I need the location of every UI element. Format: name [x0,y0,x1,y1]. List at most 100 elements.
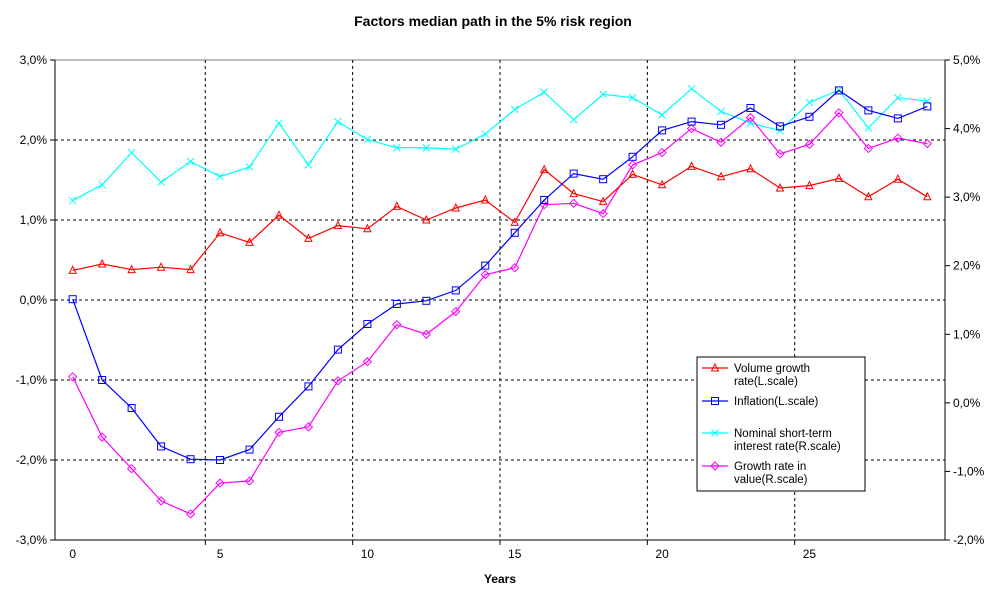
data-point [127,264,136,274]
data-point [363,135,372,144]
x-tick-label: 25 [803,547,817,561]
data-point [97,432,107,442]
right-y-tick-label: -2,0% [953,533,985,547]
data-point [746,104,755,112]
data-point [569,115,578,124]
data-point [893,114,902,123]
data-point [245,237,254,246]
data-point [216,172,224,181]
x-tick-label: 20 [655,547,669,561]
data-point [687,84,696,93]
data-point [451,145,460,153]
data-point [539,164,549,174]
data-point [274,427,284,438]
data-point [334,117,342,126]
data-point [127,404,136,412]
data-point [98,376,107,384]
data-point [599,90,607,99]
data-point [333,345,342,354]
data-point [658,126,667,135]
data-point [805,112,814,121]
data-point [628,93,637,102]
tick-labels: -3,0% -2,0% -1,0% 0,0% 1,0% 2,0% 3,0% -2,0% -1,0… [16,53,985,561]
data-point [68,265,77,274]
data-point [244,476,255,486]
data-point [540,88,549,97]
series-line [72,165,928,271]
data-point [186,157,195,166]
data-point [863,143,874,154]
data-point [68,196,77,205]
data-point [156,496,166,506]
data-point [363,223,372,233]
data-point [864,191,873,201]
grid-lines [55,60,945,540]
data-point [628,169,637,178]
legend-label: Inflation(L.scale) [734,396,819,408]
data-point [451,202,461,212]
data-point [745,112,756,123]
data-point [657,147,667,158]
data-point [510,217,520,226]
data-point [362,357,373,367]
data-point [776,126,784,135]
data-point [510,228,519,237]
legend-marker [711,397,719,405]
data-point [775,182,785,192]
right-y-tick-label: 2,0% [953,259,981,273]
x-axis-title: Years [484,572,516,586]
data-point [804,139,815,150]
data-point [481,130,490,138]
data-point [717,120,726,129]
data-point [97,258,107,268]
legend: Volume growth rate(L.scale) Inflation(L.sc… [696,356,866,492]
data-point [686,123,697,134]
legend-entry: Inflation(L.scale) [702,396,819,408]
data-point [333,220,343,230]
data-point [569,188,578,198]
data-point [805,180,814,190]
legend-marker [710,362,720,372]
data-point [598,196,608,206]
data-point [186,455,195,464]
series-1 [68,86,932,464]
data-point [717,107,725,116]
data-point [185,509,196,519]
data-point [421,329,432,339]
data-point [923,102,932,111]
data-point [275,119,283,127]
data-point [864,124,873,132]
left-y-tick-label: 1,0% [20,213,48,227]
data-point [834,86,843,95]
data-point [392,319,402,330]
data-point [215,478,225,488]
x-tick-label: 0 [69,547,76,561]
right-y-tick-label: 4,0% [953,122,981,136]
chart-title: Factors median path in the 5% risk regio… [354,13,632,29]
axes [50,59,950,545]
data-point [510,263,520,273]
data-point [216,456,225,464]
data-point [304,382,313,391]
data-point [304,233,313,242]
data-point [480,269,490,280]
legend-label: Growth rate in value(R.scale) [734,461,808,486]
legend-label: Volume growth rate(L.scale) [734,363,810,388]
left-y-tick-label: 2,0% [20,133,48,147]
data-series [67,84,933,519]
data-point [893,93,902,102]
data-point [274,412,283,421]
data-point [805,98,814,107]
data-point [186,264,195,274]
data-point [274,210,284,219]
right-y-tick-label: 3,0% [953,190,981,204]
data-point [923,97,932,105]
data-point [834,173,844,182]
legend-entry: Nominal short-term interest rate(R.scale) [702,428,841,453]
right-y-tick-label: 5,0% [953,53,981,67]
data-point [156,262,166,271]
data-point [392,201,402,210]
x-tick-label: 15 [508,547,522,561]
data-point [422,214,431,224]
